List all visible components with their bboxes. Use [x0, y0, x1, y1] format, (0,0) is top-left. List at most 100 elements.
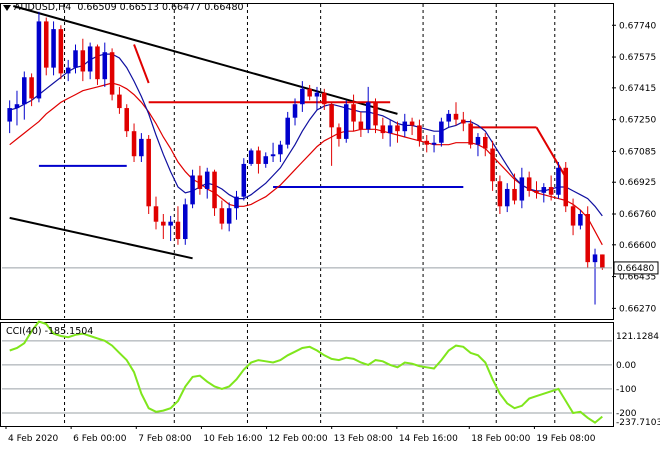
candle-body — [204, 171, 210, 189]
price-tick-label: 0.67250 — [619, 116, 656, 126]
candle-body — [563, 167, 569, 207]
candle-body — [402, 121, 408, 132]
candle-body — [87, 46, 93, 72]
indicator-lines — [9, 5, 603, 260]
candle-body — [387, 125, 393, 134]
candle-body — [300, 88, 305, 105]
price-tick-label: 0.66600 — [619, 241, 656, 251]
cci-levels — [2, 340, 612, 414]
candle-body — [14, 104, 20, 109]
time-tick-label: 10 Feb 16:00 — [203, 434, 262, 444]
candle-body — [592, 254, 598, 263]
candle-body — [292, 104, 298, 118]
candle-body — [380, 125, 386, 134]
price-tick-label: 0.66925 — [619, 178, 656, 188]
candle-body — [365, 102, 371, 130]
candle-body — [534, 190, 539, 193]
time-tick-label: 4 Feb 2020 — [8, 434, 59, 444]
time-axis: 4 Feb 2020 6 Feb 00:00 7 Feb 08:00 10 Feb 1… — [5, 426, 596, 444]
candle-body — [219, 208, 225, 224]
cci-series — [9, 320, 603, 424]
candle-body — [483, 136, 488, 149]
cci-tick-label: 121.1284 — [616, 332, 659, 342]
candle-body — [29, 77, 34, 99]
candle-body — [161, 221, 166, 226]
candle-body — [226, 208, 232, 224]
candle-body — [490, 148, 495, 182]
cci-axis: 121.1284 0.00 -100 -200-237.7103 — [616, 332, 660, 428]
candle-body — [263, 156, 269, 164]
candle-body — [270, 154, 276, 157]
price-tick-label: 0.66270 — [619, 304, 656, 314]
candle-body — [548, 187, 554, 195]
grid-separators — [64, 4, 556, 425]
price-tick-label: 0.67740 — [619, 21, 656, 31]
candle-body — [285, 117, 290, 145]
price-panel-frame — [0, 3, 614, 320]
candle-body — [95, 46, 100, 80]
candle-body — [212, 171, 217, 209]
candle-body — [256, 150, 261, 164]
candle-body — [373, 102, 378, 126]
time-tick-label: 13 Feb 08:00 — [334, 434, 393, 444]
candle-body — [409, 121, 415, 126]
candle-body — [578, 214, 583, 226]
candle-body — [585, 214, 590, 263]
candle-body — [556, 167, 561, 195]
candle-body — [139, 138, 144, 157]
candle-body — [117, 94, 122, 109]
candle-body — [109, 52, 115, 95]
symbol-label: AUDUSD,H4 — [14, 2, 72, 13]
candle-body — [453, 113, 459, 120]
cci-tick-label: 0.00 — [616, 361, 636, 371]
candle-body — [36, 21, 42, 99]
candle-body — [73, 50, 78, 68]
cci-panel-frame — [0, 322, 614, 427]
price-tick-label: 0.66435 — [619, 273, 656, 283]
time-tick-label: 19 Feb 08:00 — [536, 434, 595, 444]
candle-body — [241, 163, 247, 197]
candle-body — [7, 108, 12, 122]
candle-body — [43, 21, 49, 68]
candle-body — [329, 104, 334, 128]
candle-body — [80, 50, 86, 72]
candle-body — [124, 108, 129, 132]
trendline — [9, 216, 193, 260]
candle-body — [512, 188, 517, 201]
candle-body — [351, 104, 356, 122]
candle-body — [461, 119, 466, 124]
time-tick-label: 18 Feb 00:00 — [471, 434, 530, 444]
resistance-step — [535, 126, 567, 178]
candle-body — [424, 140, 429, 145]
candle-body — [570, 206, 576, 226]
resistance-step — [133, 44, 150, 84]
time-tick-label: 7 Feb 08:00 — [138, 434, 192, 444]
candle-body — [439, 121, 444, 143]
candle-body — [153, 206, 159, 222]
price-tick-label: 0.66760 — [619, 210, 656, 220]
cci-tick-label: -237.7103 — [616, 418, 660, 428]
cci-line — [9, 320, 603, 424]
cci-tick-label: -100 — [616, 385, 637, 395]
candle-body — [600, 254, 605, 268]
candle-body — [175, 221, 181, 240]
price-tick-label: 0.67415 — [619, 84, 656, 94]
ma-slow-line — [9, 82, 603, 246]
candle-body — [248, 150, 254, 164]
time-tick-label: 12 Feb 00:00 — [269, 434, 328, 444]
chart-header: AUDUSD,H4 0.66509 0.66513 0.66477 0.6648… — [3, 2, 244, 13]
candle-body — [58, 29, 64, 74]
candle-body — [431, 142, 437, 145]
candle-body — [197, 175, 203, 189]
candle-body — [65, 67, 71, 74]
candle-body — [234, 196, 239, 209]
candle-body — [395, 125, 400, 132]
ma-fast-line — [9, 53, 603, 217]
candle-body — [519, 177, 525, 201]
candle-body — [336, 127, 342, 139]
candle-body — [190, 175, 195, 205]
dropdown-triangle-icon[interactable] — [3, 4, 11, 11]
candle-body — [278, 144, 283, 155]
